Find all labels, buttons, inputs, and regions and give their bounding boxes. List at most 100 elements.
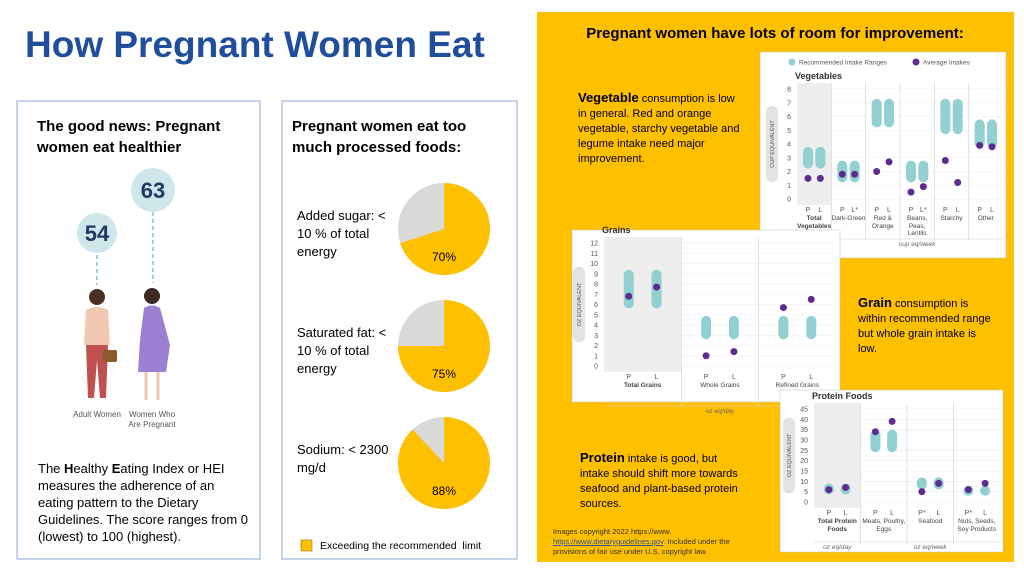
average-dot: [954, 179, 962, 186]
figures: [84, 212, 170, 400]
note-text: consumption is within recommended range …: [858, 298, 991, 355]
y-tick-label: 15: [800, 469, 808, 476]
unit-label: oz eq/day: [823, 544, 852, 551]
average-dot: [807, 295, 815, 303]
average-dot: [976, 141, 984, 149]
range-bar: [802, 146, 813, 169]
head: [89, 289, 105, 305]
sub-label: L: [990, 207, 994, 214]
note-text: consumption is low in general. Red and o…: [578, 93, 740, 165]
y-tick-label: 5: [787, 128, 791, 135]
sub-label: L: [887, 207, 891, 214]
text: Images copyright 2022 https://www.: [553, 527, 672, 536]
sub-label: L: [655, 374, 659, 381]
group-label: Other: [977, 215, 994, 222]
range-bar: [701, 315, 712, 340]
copyright: Images copyright 2022 https://www. https…: [553, 527, 753, 557]
note-lead: Protein: [580, 450, 625, 465]
group-label: Refined Grains: [775, 382, 819, 389]
sub-label: L*: [920, 207, 927, 214]
average-dot: [838, 170, 846, 178]
y-tick-label: 35: [800, 427, 808, 434]
average-dot: [816, 174, 824, 182]
range-bar: [952, 98, 963, 135]
chart-title: Protein Foods: [812, 391, 873, 401]
y-tick-label: 2: [787, 169, 791, 176]
y-tick-label: 40: [800, 417, 808, 424]
y-tick-label: 3: [787, 155, 791, 162]
sub-label: L: [844, 510, 848, 517]
range-bar: [623, 269, 634, 309]
average-dot: [825, 486, 833, 494]
legend-label: Exceeding the recommended limit: [320, 540, 481, 552]
score-circle: [131, 168, 175, 212]
good-news-heading: The good news: Pregnant women eat health…: [37, 118, 221, 156]
average-dot: [625, 292, 633, 300]
average-dot: [918, 488, 926, 496]
dress: [138, 305, 170, 372]
group-label: Starchy: [940, 215, 963, 222]
y-tick-label: 1: [594, 353, 598, 360]
y-tick-label: 4: [787, 142, 791, 149]
y-tick-label: 6: [787, 114, 791, 121]
legend-swatch: [788, 58, 796, 66]
y-tick-label: 10: [590, 261, 598, 268]
text: . Included under the provisions of fair …: [553, 537, 730, 556]
average-dot: [885, 158, 893, 166]
y-tick-label: 7: [594, 292, 598, 299]
y-tick-label: 45: [800, 407, 808, 414]
link[interactable]: https://www.dietaryguidelines.gov: [553, 537, 664, 546]
sub-label: P*: [918, 510, 926, 517]
sub-label: L: [956, 207, 960, 214]
average-dot: [888, 417, 896, 425]
sub-label: P: [943, 207, 948, 214]
average-dot: [871, 428, 879, 436]
note-text: intake is good, but intake should shift …: [580, 453, 738, 510]
y-axis-label: OZ EQUIVALENT: [787, 433, 793, 477]
range-bar: [815, 146, 826, 169]
average-dot: [981, 479, 989, 487]
text: ealthy: [73, 461, 109, 476]
y-tick-label: 8: [594, 282, 598, 289]
y-tick-label: 30: [800, 438, 808, 445]
range-bar: [871, 98, 882, 128]
score: 63: [141, 178, 165, 203]
y-tick-label: 6: [594, 302, 598, 309]
y-tick-label: 9: [594, 271, 598, 278]
head: [144, 288, 160, 304]
group-label: Total Protein Foods: [817, 518, 857, 533]
text: ating Index or HEI measures the adherenc…: [38, 461, 249, 544]
range-bar: [918, 160, 929, 183]
average-dot: [730, 348, 738, 356]
average-dot: [779, 304, 787, 312]
average-dot: [851, 170, 859, 178]
axis-pill: [766, 106, 778, 182]
unit-label: oz eq/week: [914, 544, 948, 551]
bag: [103, 350, 117, 362]
y-tick-label: 0: [787, 197, 791, 204]
y-tick-label: 10: [800, 479, 808, 486]
range-bar: [778, 315, 789, 340]
pie-slice: [398, 300, 490, 392]
unit-label: cup eq/week: [899, 241, 936, 248]
average-dot: [907, 188, 915, 196]
y-tick-label: 12: [590, 241, 598, 248]
page-title: How Pregnant Women Eat: [25, 24, 485, 65]
range-bar: [870, 429, 881, 453]
sub-label: P*: [965, 510, 973, 517]
range-bar: [987, 119, 998, 148]
note-lead: Grain: [858, 295, 892, 310]
sub-label: P: [909, 207, 914, 214]
pie-value-label: 88%: [432, 484, 456, 498]
legend-swatch: [912, 58, 920, 66]
note: Grain consumption is within recommended …: [858, 295, 993, 357]
pie-label: Added sugar: < 10 % of total energy: [297, 208, 386, 259]
average-dot: [653, 283, 661, 291]
group-label: Seafood: [918, 518, 943, 525]
axis-pill: [783, 417, 795, 494]
sub-label: P: [827, 510, 832, 517]
axis-pill: [573, 266, 585, 343]
figure-label: Adult Women: [73, 410, 121, 419]
sub-label: P: [977, 207, 982, 214]
